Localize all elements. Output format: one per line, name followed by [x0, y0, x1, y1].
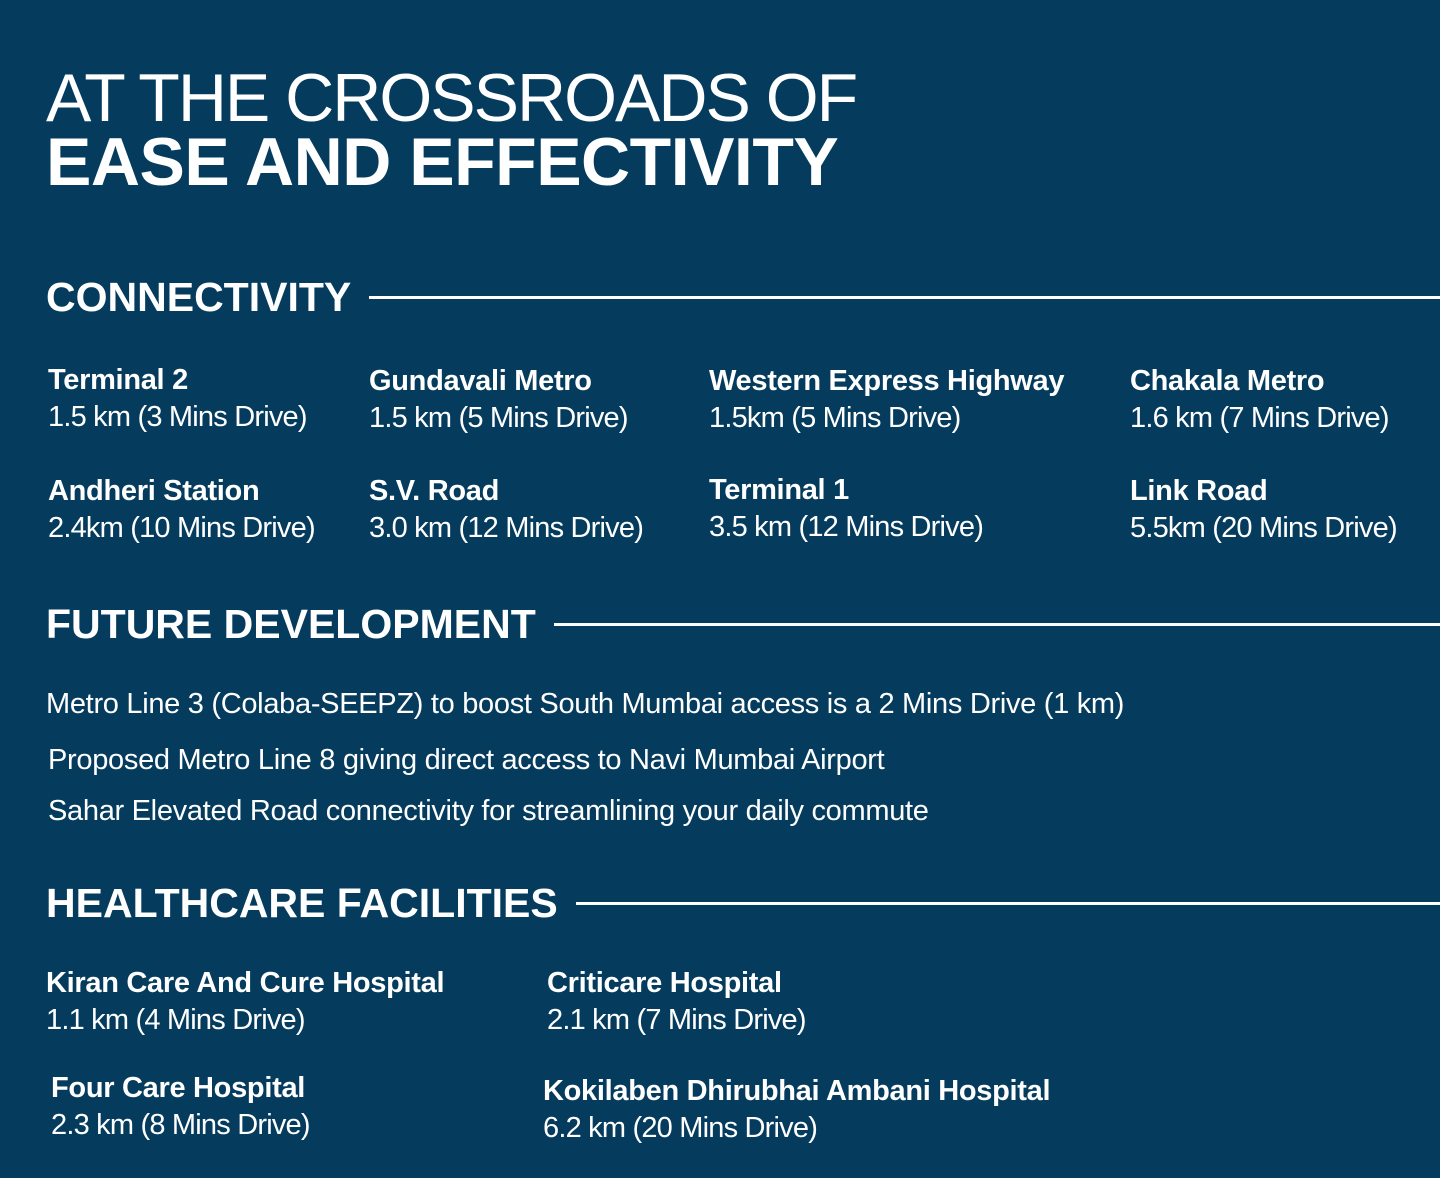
healthcare-item-kokilaben: Kokilaben Dhirubhai Ambani Hospital 6.2 …	[543, 1073, 1051, 1147]
hospital-name: Criticare Hospital	[547, 967, 782, 999]
hospital-distance: 6.2 km (20 Mins Drive)	[543, 1112, 818, 1144]
location-name: Andheri Station	[48, 475, 260, 507]
connectivity-item-terminal-2: Terminal 2 1.5 km (3 Mins Drive)	[48, 362, 308, 436]
healthcare-section-header: HEALTHCARE FACILITIES	[46, 878, 1440, 928]
connectivity-item-terminal-1: Terminal 1 3.5 km (12 Mins Drive)	[709, 472, 984, 546]
hospital-distance: 2.1 km (7 Mins Drive)	[547, 1004, 807, 1036]
hospital-name: Kiran Care And Cure Hospital	[46, 967, 445, 999]
location-distance: 3.0 km (12 Mins Drive)	[369, 512, 644, 544]
connectivity-item-link-road: Link Road 5.5km (20 Mins Drive)	[1130, 473, 1398, 547]
location-distance: 1.6 km (7 Mins Drive)	[1130, 402, 1390, 434]
connectivity-item-andheri-station: Andheri Station 2.4km (10 Mins Drive)	[48, 473, 316, 547]
connectivity-item-chakala-metro: Chakala Metro 1.6 km (7 Mins Drive)	[1130, 363, 1390, 437]
connectivity-item-western-express-highway: Western Express Highway 1.5km (5 Mins Dr…	[709, 363, 1065, 437]
future-development-divider	[553, 622, 1440, 626]
location-distance: 2.4km (10 Mins Drive)	[48, 512, 316, 544]
location-name: Chakala Metro	[1130, 365, 1325, 397]
location-distance: 5.5km (20 Mins Drive)	[1130, 512, 1398, 544]
location-distance: 1.5km (5 Mins Drive)	[709, 402, 961, 434]
location-distance: 1.5 km (5 Mins Drive)	[369, 402, 629, 434]
hospital-distance: 2.3 km (8 Mins Drive)	[51, 1109, 311, 1141]
healthcare-item-four-care: Four Care Hospital 2.3 km (8 Mins Drive)	[51, 1070, 311, 1144]
connectivity-heading: CONNECTIVITY	[46, 273, 352, 320]
future-development-section-header: FUTURE DEVELOPMENT	[46, 599, 1440, 649]
location-name: S.V. Road	[369, 475, 499, 507]
location-name: Gundavali Metro	[369, 365, 592, 397]
healthcare-item-criticare: Criticare Hospital 2.1 km (7 Mins Drive)	[547, 965, 807, 1039]
connectivity-item-sv-road: S.V. Road 3.0 km (12 Mins Drive)	[369, 473, 644, 547]
future-development-line: Metro Line 3 (Colaba-SEEPZ) to boost Sou…	[46, 688, 1125, 720]
title-line-2: EASE AND EFFECTIVITY	[46, 124, 839, 200]
healthcare-divider	[575, 901, 1440, 905]
healthcare-item-kiran-care: Kiran Care And Cure Hospital 1.1 km (4 M…	[46, 965, 445, 1039]
location-name: Terminal 2	[48, 364, 188, 396]
connectivity-divider	[369, 295, 1440, 299]
location-name: Western Express Highway	[709, 365, 1065, 397]
page-title: AT THE CROSSROADS OF EASE AND EFFECTIVIT…	[46, 60, 858, 200]
hospital-name: Four Care Hospital	[51, 1072, 306, 1104]
connectivity-section-header: CONNECTIVITY	[46, 272, 1440, 322]
title-line-1: AT THE CROSSROADS OF	[46, 60, 858, 136]
future-development-heading: FUTURE DEVELOPMENT	[46, 600, 536, 647]
healthcare-heading: HEALTHCARE FACILITIES	[46, 879, 558, 926]
hospital-name: Kokilaben Dhirubhai Ambani Hospital	[543, 1075, 1051, 1107]
location-name: Link Road	[1130, 475, 1268, 507]
connectivity-item-gundavali-metro: Gundavali Metro 1.5 km (5 Mins Drive)	[369, 363, 629, 437]
location-distance: 1.5 km (3 Mins Drive)	[48, 401, 308, 433]
location-name: Terminal 1	[709, 474, 849, 506]
future-development-line: Proposed Metro Line 8 giving direct acce…	[48, 744, 885, 776]
hospital-distance: 1.1 km (4 Mins Drive)	[46, 1004, 306, 1036]
future-development-line: Sahar Elevated Road connectivity for str…	[48, 795, 929, 827]
location-distance: 3.5 km (12 Mins Drive)	[709, 511, 984, 543]
